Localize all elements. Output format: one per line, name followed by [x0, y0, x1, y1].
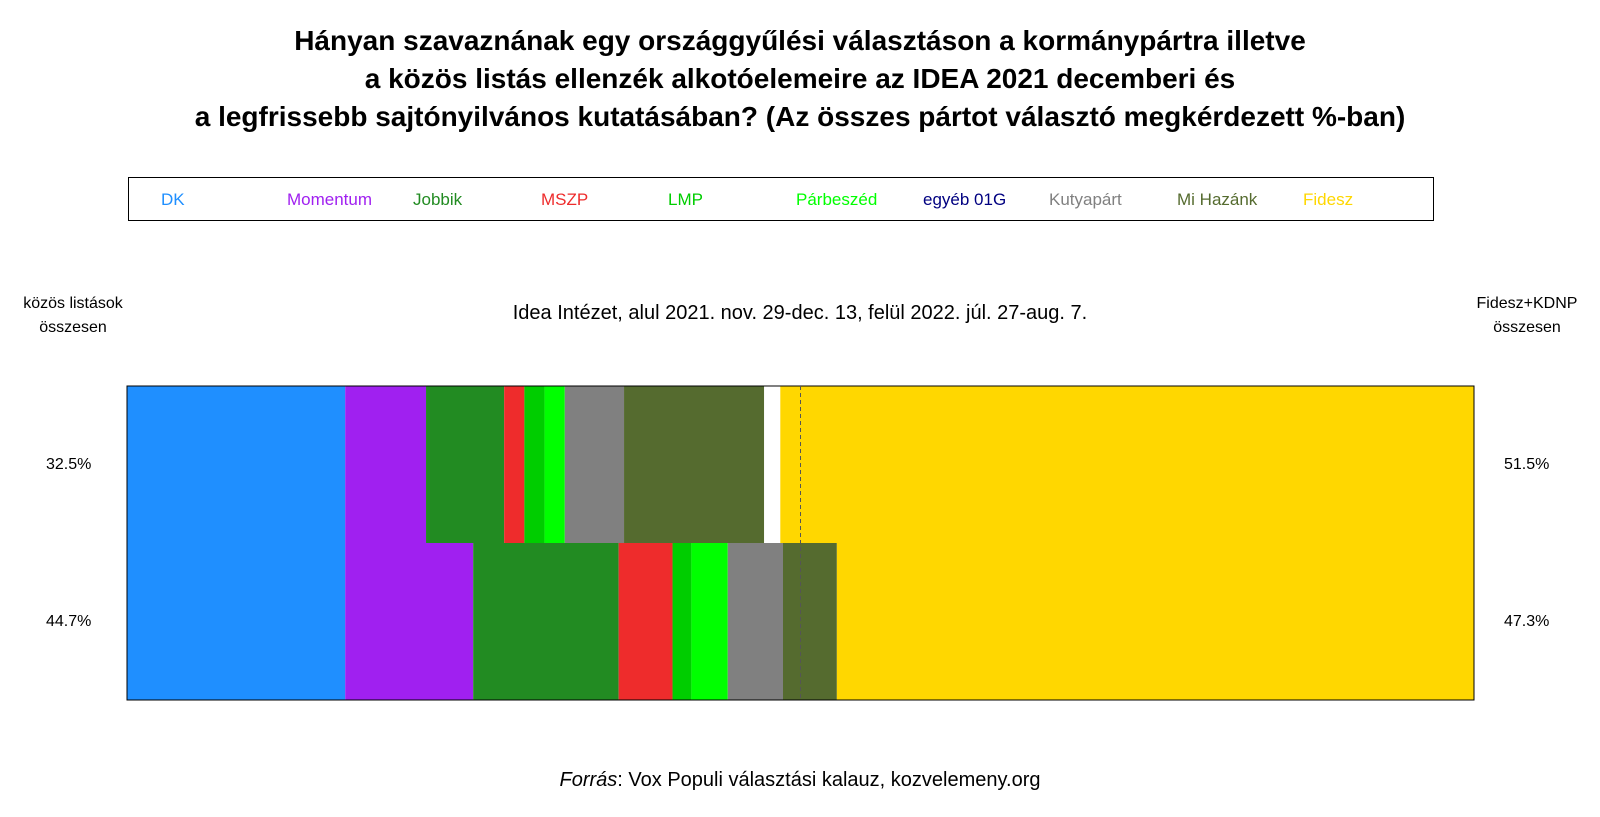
right-header-line-2: összesen: [1493, 319, 1561, 336]
source-label: Forrás: [559, 769, 618, 791]
bar-top-fidesz: [780, 386, 1474, 543]
title-line-2: a közös listás ellenzék alkotóelemeire a…: [364, 63, 1236, 94]
legend-item-dk: DK: [161, 190, 185, 209]
bar-bottom-kutyap-rt: [727, 543, 783, 700]
bar-bottom-lmp: [672, 543, 692, 700]
bottom-row-fidesz-total: 47.3%: [1504, 613, 1550, 630]
left-header: közös listások összesen: [8, 292, 138, 340]
title-line-3: a legfrissebb sajtónyilvános kutatásában…: [194, 101, 1406, 132]
source-text: : Vox Populi választási kalauz, kozvelem…: [617, 769, 1041, 791]
bar-bottom-jobbik: [473, 543, 619, 700]
right-header-line-1: Fidesz+KDNP: [1476, 295, 1578, 312]
left-header-line-1: közös listások: [23, 295, 123, 312]
legend-item-lmp: LMP: [668, 190, 703, 209]
legend-item-mszp: MSZP: [541, 190, 589, 209]
legend-item-momentum: Momentum: [287, 190, 373, 209]
top-row-opposition-total: 32.5%: [46, 456, 92, 473]
bar-top-lmp: [524, 386, 545, 543]
bar-bottom-momentum: [345, 543, 474, 700]
legend-item-kutyapart: Kutyapárt: [1049, 190, 1122, 209]
bar-top-gap: [764, 386, 781, 543]
bar-bottom-mi-haz-nk: [782, 543, 837, 700]
bar-bottom-mszp: [618, 543, 673, 700]
legend-item-jobbik: Jobbik: [413, 190, 463, 209]
bar-top-p-rbesz-d: [544, 386, 565, 543]
bar-bottom-dk: [127, 543, 346, 700]
bar-top-dk: [127, 386, 346, 543]
legend-item-egyeb: egyéb 01G: [923, 190, 1007, 209]
legend-item-parbeszed: Párbeszéd: [796, 190, 878, 209]
bar-top-kutyap-rt: [564, 386, 625, 543]
right-header: Fidesz+KDNP összesen: [1462, 292, 1592, 340]
chart-subtitle: Idea Intézet, alul 2021. nov. 29-dec. 13…: [512, 302, 1088, 324]
bottom-row-opposition-total: 44.7%: [46, 613, 92, 630]
bar-bottom-p-rbesz-d: [691, 543, 728, 700]
bar-top-jobbik: [426, 386, 505, 543]
source-note: Forrás: Vox Populi választási kalauz, ko…: [0, 769, 1600, 792]
bar-top-momentum: [345, 386, 427, 543]
bar-top-mi-haz-nk: [624, 386, 765, 543]
legend-item-mi-hazank: Mi Hazánk: [1177, 190, 1258, 209]
legend-item-fidesz: Fidesz: [1303, 190, 1354, 209]
top-row-fidesz-total: 51.5%: [1504, 456, 1550, 473]
left-header-line-2: összesen: [39, 319, 107, 336]
chart-title: Hányan szavaznának egy országgyűlési vál…: [0, 22, 1600, 136]
title-line-1: Hányan szavaznának egy országgyűlési vál…: [294, 25, 1306, 56]
bar-top-mszp: [504, 386, 525, 543]
legend: DK Momentum Jobbik MSZP LMP Párbeszéd eg…: [128, 177, 1434, 221]
bar-bottom-fidesz: [836, 543, 1474, 700]
